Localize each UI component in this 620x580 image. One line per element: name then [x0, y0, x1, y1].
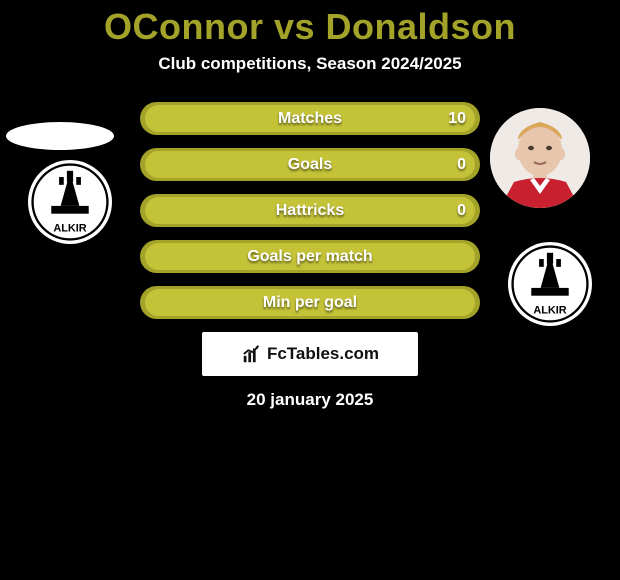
stat-bar-row: Goals per match	[140, 240, 480, 273]
stat-bar-row: Goals0	[140, 148, 480, 181]
player1-name: OConnor	[104, 6, 263, 47]
bar-label: Matches	[140, 102, 480, 135]
bar-label: Min per goal	[140, 286, 480, 319]
stat-bar-row: Matches10	[140, 102, 480, 135]
player2-face-icon	[490, 108, 590, 208]
stat-bar-row: Hattricks0	[140, 194, 480, 227]
bar-label: Goals	[140, 148, 480, 181]
svg-text:ALKIR: ALKIR	[533, 305, 566, 317]
watermark: FcTables.com	[202, 332, 418, 376]
club-crest-icon: ALKIR	[511, 245, 589, 323]
vs-text: vs	[263, 6, 325, 47]
subtitle: Club competitions, Season 2024/2025	[0, 54, 620, 74]
bar-value-right: 0	[457, 148, 466, 181]
stat-bar-row: Min per goal	[140, 286, 480, 319]
page-title: OConnor vs Donaldson	[0, 0, 620, 48]
bar-value-right: 0	[457, 194, 466, 227]
club-crest-icon: ALKIR	[31, 163, 109, 241]
chart-icon	[241, 343, 263, 365]
player1-club-badge: ALKIR	[28, 160, 112, 244]
player2-avatar	[490, 108, 590, 208]
stat-bars: Matches10Goals0Hattricks0Goals per match…	[140, 102, 480, 319]
player2-club-badge: ALKIR	[508, 242, 592, 326]
bar-label: Goals per match	[140, 240, 480, 273]
date-text: 20 january 2025	[0, 390, 620, 410]
watermark-text: FcTables.com	[267, 344, 379, 364]
comparison-content: ALKIR ALKIR Matc	[0, 102, 620, 410]
bar-label: Hattricks	[140, 194, 480, 227]
player2-name: Donaldson	[326, 6, 517, 47]
bar-value-right: 10	[448, 102, 466, 135]
svg-text:ALKIR: ALKIR	[53, 223, 86, 235]
